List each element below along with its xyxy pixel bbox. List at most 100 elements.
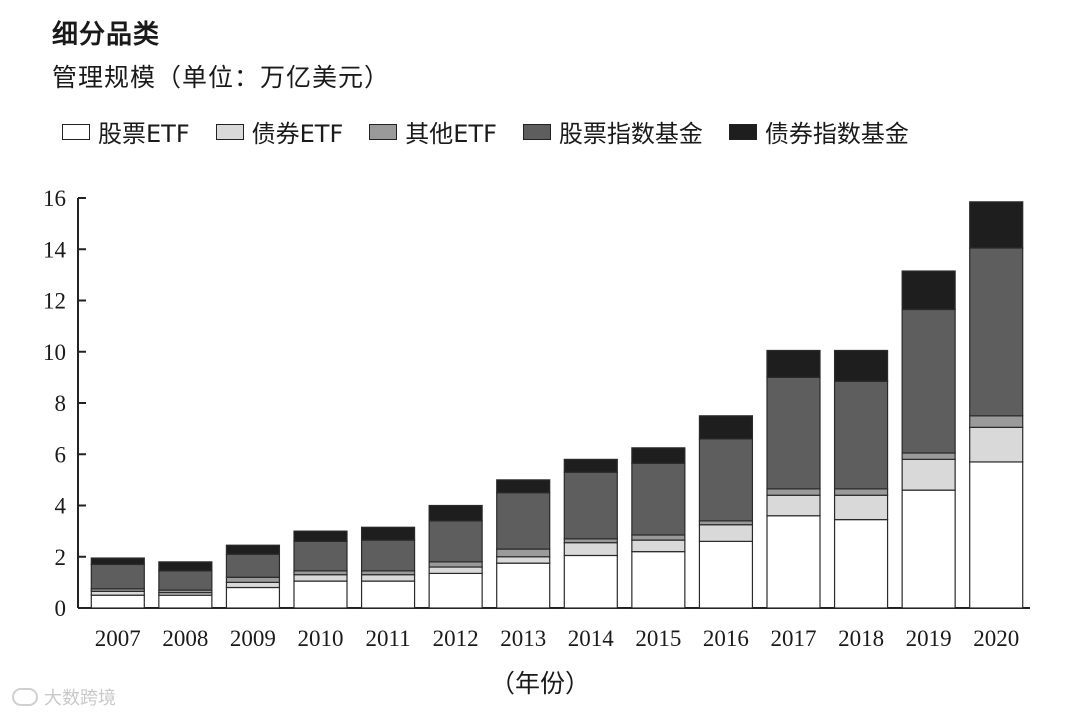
legend-swatch <box>62 123 90 140</box>
bar-segment <box>631 447 686 464</box>
legend-item: 其他ETF <box>369 114 497 149</box>
bar-segment <box>901 458 956 491</box>
bar-segment <box>631 539 686 553</box>
bar-segment <box>360 526 416 541</box>
bar-segment <box>969 461 1024 609</box>
legend-item: 债券指数基金 <box>728 114 909 149</box>
x-tick-label: 2010 <box>298 626 344 651</box>
x-tick-label: 2015 <box>635 626 681 651</box>
bar-segment <box>225 586 281 609</box>
y-axis-unit-label: 管理规模（单位：万亿美元） <box>52 63 391 92</box>
bar-segment <box>969 415 1024 428</box>
bar-segment <box>563 542 618 557</box>
legend-swatch <box>215 123 244 140</box>
y-tick-label: 8 <box>55 391 67 416</box>
bar-segment <box>293 580 348 609</box>
y-tick-label: 6 <box>55 442 67 467</box>
bar-segment <box>563 554 618 609</box>
bar-segment <box>428 572 483 609</box>
x-tick-label: 2020 <box>973 626 1019 651</box>
bar-segment <box>698 524 754 542</box>
bar-segment <box>428 520 483 563</box>
x-tick-label: 2018 <box>838 626 884 651</box>
bar-segment <box>225 544 281 555</box>
legend-label: 债券指数基金 <box>764 120 909 148</box>
y-tick-label: 10 <box>43 340 66 365</box>
bar-segment <box>631 462 686 536</box>
legend-item: 股票指数基金 <box>522 114 703 149</box>
bar-segment <box>293 574 348 582</box>
y-tick-label: 2 <box>55 545 67 570</box>
watermark-logo-icon <box>12 688 38 706</box>
legend-swatch <box>522 123 551 140</box>
bar-segment <box>833 488 889 496</box>
bar-segment <box>428 561 483 568</box>
bar-segment <box>293 530 348 542</box>
bar-segment <box>631 534 686 541</box>
bar-segment <box>766 515 821 609</box>
bar-segment <box>225 553 281 578</box>
bar-segment <box>969 201 1024 249</box>
legend-label: 其他ETF <box>405 120 497 148</box>
legend-label: 债券ETF <box>251 120 344 148</box>
bar-segment <box>969 426 1024 463</box>
bar-segment <box>901 270 956 311</box>
watermark-text: 大数跨境 <box>44 688 116 709</box>
bar-segment <box>496 479 551 494</box>
legend-label: 股票指数基金 <box>558 120 703 148</box>
bar-segment <box>158 570 213 591</box>
bar-segment <box>766 376 821 490</box>
x-tick-label: 2013 <box>500 626 546 651</box>
y-tick-label: 0 <box>55 596 67 621</box>
bar-segment <box>698 415 754 440</box>
bar-segment <box>428 504 483 522</box>
legend: 股票ETF 债券ETF 其他ETF 股票指数基金 债券指数基金 <box>62 114 909 149</box>
x-tick-label: 2016 <box>703 626 749 651</box>
y-tick-label: 14 <box>43 237 67 262</box>
legend-swatch <box>369 123 398 140</box>
x-tick-label: 2008 <box>162 626 208 651</box>
bar-segment <box>563 458 618 473</box>
bar-segment <box>158 561 213 572</box>
bar-segment <box>225 581 281 589</box>
x-tick-label: 2009 <box>230 626 276 651</box>
bar-segment <box>833 518 889 609</box>
legend-swatch <box>728 123 757 140</box>
x-tick-label: 2012 <box>433 626 479 651</box>
bar-segment <box>293 540 348 572</box>
bar-segment <box>496 548 551 558</box>
x-tick-label: 2019 <box>906 626 952 651</box>
bar-segment <box>158 594 213 609</box>
bar-segment <box>698 540 754 609</box>
x-tick-label: 2007 <box>95 626 141 651</box>
bar-segment <box>833 380 889 490</box>
bar-segment <box>698 438 754 522</box>
bar-segment <box>969 247 1024 417</box>
bar-segment <box>90 563 145 590</box>
bar-segment <box>766 349 821 378</box>
bar-segment <box>360 574 416 582</box>
bar-segment <box>901 452 956 460</box>
bar-segment <box>631 551 686 609</box>
bar-segment <box>90 557 145 566</box>
legend-item: 股票ETF <box>62 114 190 149</box>
bar-segment <box>563 471 618 540</box>
bar-segment <box>766 488 821 496</box>
x-axis-label: （年份） <box>489 669 590 698</box>
y-tick-label: 12 <box>43 289 66 314</box>
bar-segment <box>833 349 889 382</box>
bar-segment <box>360 580 416 609</box>
bar-segment <box>496 556 551 564</box>
y-tick-label: 16 <box>43 186 66 211</box>
x-tick-label: 2014 <box>568 626 615 651</box>
bar-segment <box>833 494 889 521</box>
bar-segment <box>225 576 281 583</box>
bar-segment <box>901 489 956 609</box>
chart-title: 细分品类 <box>52 20 161 50</box>
bar-segment <box>360 539 416 572</box>
legend-label: 股票ETF <box>98 120 190 148</box>
bar-segment <box>496 492 551 550</box>
bar-segment <box>496 562 551 609</box>
watermark: 大数跨境 <box>12 684 116 710</box>
